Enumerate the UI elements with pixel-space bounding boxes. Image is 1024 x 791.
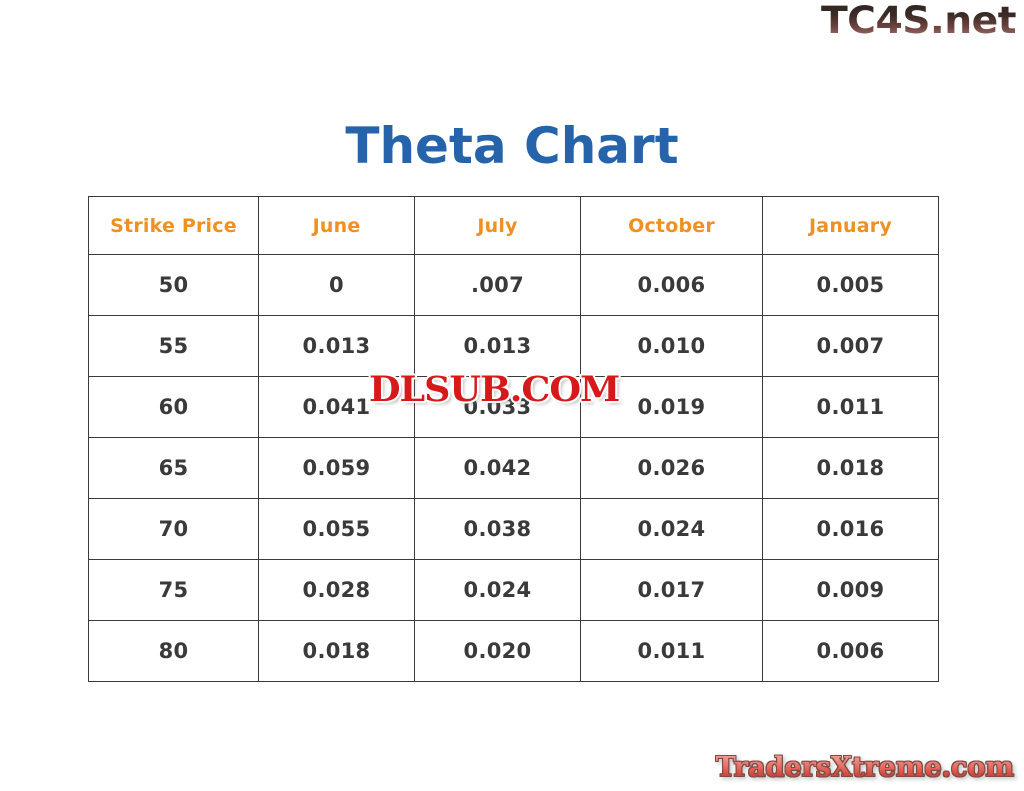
cell-july: 0.038 xyxy=(414,498,581,560)
cell-july: .007 xyxy=(414,254,581,316)
table-header-row: Strike Price June July October January xyxy=(88,196,939,255)
cell-january: 0.016 xyxy=(762,498,939,560)
cell-strike: 50 xyxy=(88,254,259,316)
table-row: 70 0.055 0.038 0.024 0.016 xyxy=(88,498,939,560)
cell-june: 0.018 xyxy=(258,620,415,682)
cell-strike: 55 xyxy=(88,315,259,377)
table-row: 60 0.041 0.033 0.019 0.011 xyxy=(88,376,939,438)
column-header-july: July xyxy=(414,196,581,255)
table-row: 50 0.007 0.006 0.005 xyxy=(88,254,939,316)
table-row: 65 0.059 0.042 0.026 0.018 xyxy=(88,437,939,499)
cell-january: 0.018 xyxy=(762,437,939,499)
cell-january: 0.009 xyxy=(762,559,939,621)
cell-strike: 65 xyxy=(88,437,259,499)
cell-july: 0.013 xyxy=(414,315,581,377)
cell-july: 0.042 xyxy=(414,437,581,499)
cell-june: 0.041 xyxy=(258,376,415,438)
tradersxtreme-watermark: TradersXtreme.com xyxy=(715,752,1014,783)
cell-june: 0.028 xyxy=(258,559,415,621)
column-header-strike-price: Strike Price xyxy=(88,196,259,255)
cell-october: 0.010 xyxy=(580,315,763,377)
cell-strike: 75 xyxy=(88,559,259,621)
tc4s-brand-logo: TC4S.net xyxy=(820,0,1017,42)
cell-june: 0.059 xyxy=(258,437,415,499)
column-header-june: June xyxy=(258,196,415,255)
cell-june: 0.013 xyxy=(258,315,415,377)
page-title: Theta Chart xyxy=(345,117,679,175)
cell-july: 0.020 xyxy=(414,620,581,682)
cell-january: 0.007 xyxy=(762,315,939,377)
cell-strike: 80 xyxy=(88,620,259,682)
cell-strike: 60 xyxy=(88,376,259,438)
cell-june: 0 xyxy=(258,254,415,316)
table-body: 50 0.007 0.006 0.005 55 0.013 0.013 0.010 0.007 6… xyxy=(88,254,939,682)
cell-june: 0.055 xyxy=(258,498,415,560)
cell-july: 0.033 xyxy=(414,376,581,438)
cell-october: 0.006 xyxy=(580,254,763,316)
cell-strike: 70 xyxy=(88,498,259,560)
cell-october: 0.017 xyxy=(580,559,763,621)
cell-october: 0.024 xyxy=(580,498,763,560)
table-row: 80 0.018 0.020 0.011 0.006 xyxy=(88,620,939,682)
cell-october: 0.019 xyxy=(580,376,763,438)
cell-january: 0.011 xyxy=(762,376,939,438)
table-row: 55 0.013 0.013 0.010 0.007 xyxy=(88,315,939,377)
table-row: 75 0.028 0.024 0.017 0.009 xyxy=(88,559,939,621)
cell-october: 0.026 xyxy=(580,437,763,499)
cell-january: 0.005 xyxy=(762,254,939,316)
cell-october: 0.011 xyxy=(580,620,763,682)
column-header-january: January xyxy=(762,196,939,255)
column-header-october: October xyxy=(580,196,763,255)
cell-july: 0.024 xyxy=(414,559,581,621)
theta-data-table: Strike Price June July October January 5… xyxy=(88,196,939,682)
cell-january: 0.006 xyxy=(762,620,939,682)
